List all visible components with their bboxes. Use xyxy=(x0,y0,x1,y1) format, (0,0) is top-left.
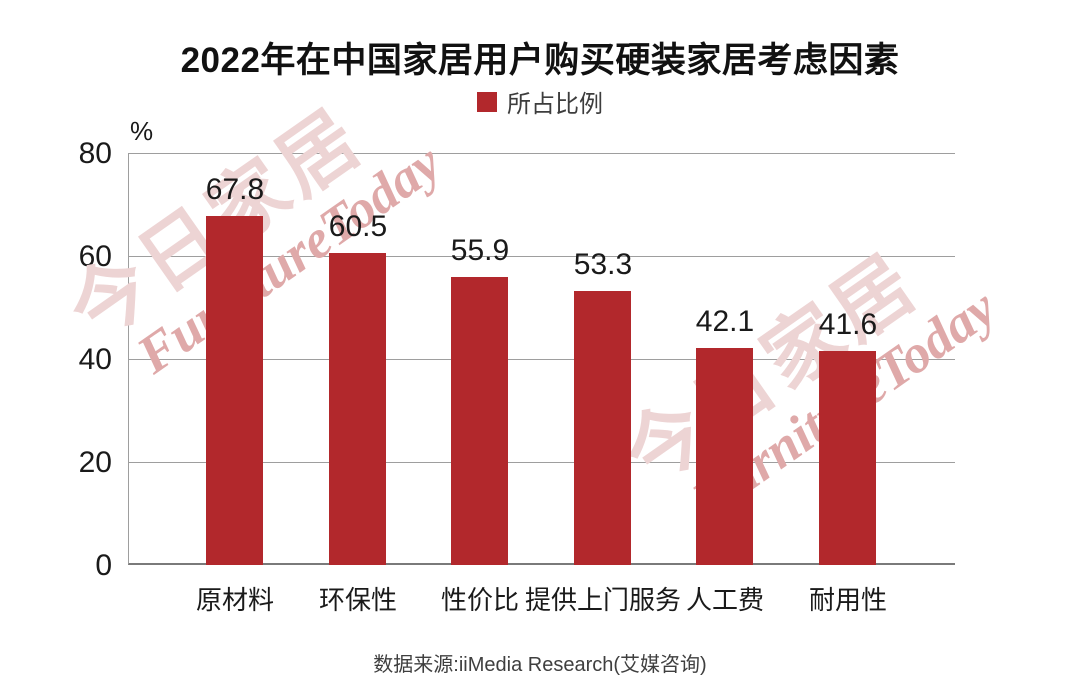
bar-环保性 xyxy=(329,253,386,565)
bar-value-label: 55.9 xyxy=(450,234,510,267)
legend-swatch-icon xyxy=(477,91,497,112)
bar-value-label: 60.5 xyxy=(328,210,388,243)
x-category-label: 环保性 xyxy=(318,585,397,615)
y-axis-unit-label: % xyxy=(130,116,154,146)
bar-原材料 xyxy=(206,216,263,565)
x-category-label: 耐用性 xyxy=(808,585,887,615)
x-category-label: 提供上门服务 xyxy=(524,585,681,615)
bar-提供上门服务 xyxy=(574,291,631,565)
bar-性价比 xyxy=(451,277,508,565)
bar-value-label: 41.6 xyxy=(818,308,878,341)
gridlines-layer xyxy=(129,153,955,563)
y-tick-label: 20 xyxy=(78,446,112,479)
legend: 所占比例 xyxy=(0,84,1080,119)
chart-title: 2022年在中国家居用户购买硬装家居考虑因素 xyxy=(180,41,900,80)
gridline xyxy=(129,359,955,360)
plot-area: 今日家居 FurnitureToday 今日家居 FurnitureToday … xyxy=(53,91,1006,615)
x-category-label: 性价比 xyxy=(440,585,519,615)
x-category-label: 人工费 xyxy=(685,585,764,615)
source-note: 数据来源:iiMedia Research(艾媒咨询) xyxy=(373,654,707,676)
x-category-label: 原材料 xyxy=(195,585,274,615)
bar-人工费 xyxy=(696,348,753,565)
legend-label: 所占比例 xyxy=(507,91,603,118)
y-tick-label: 40 xyxy=(78,343,112,376)
bar-value-label: 42.1 xyxy=(695,305,755,338)
bars-layer: 67.8 原材料 60.5 环保性 55.9 性价比 53.3 提供上门服务 42.1 人工费 41… xyxy=(129,153,955,615)
gridline xyxy=(129,153,955,154)
bar-value-label: 53.3 xyxy=(573,248,633,281)
y-tick-label: 0 xyxy=(95,549,112,582)
gridline xyxy=(129,462,955,463)
gridline xyxy=(129,256,955,257)
y-tick-label: 80 xyxy=(78,137,112,170)
y-tick-label: 60 xyxy=(78,240,112,273)
bar-耐用性 xyxy=(819,351,876,565)
bar-value-label: 67.8 xyxy=(205,173,265,206)
